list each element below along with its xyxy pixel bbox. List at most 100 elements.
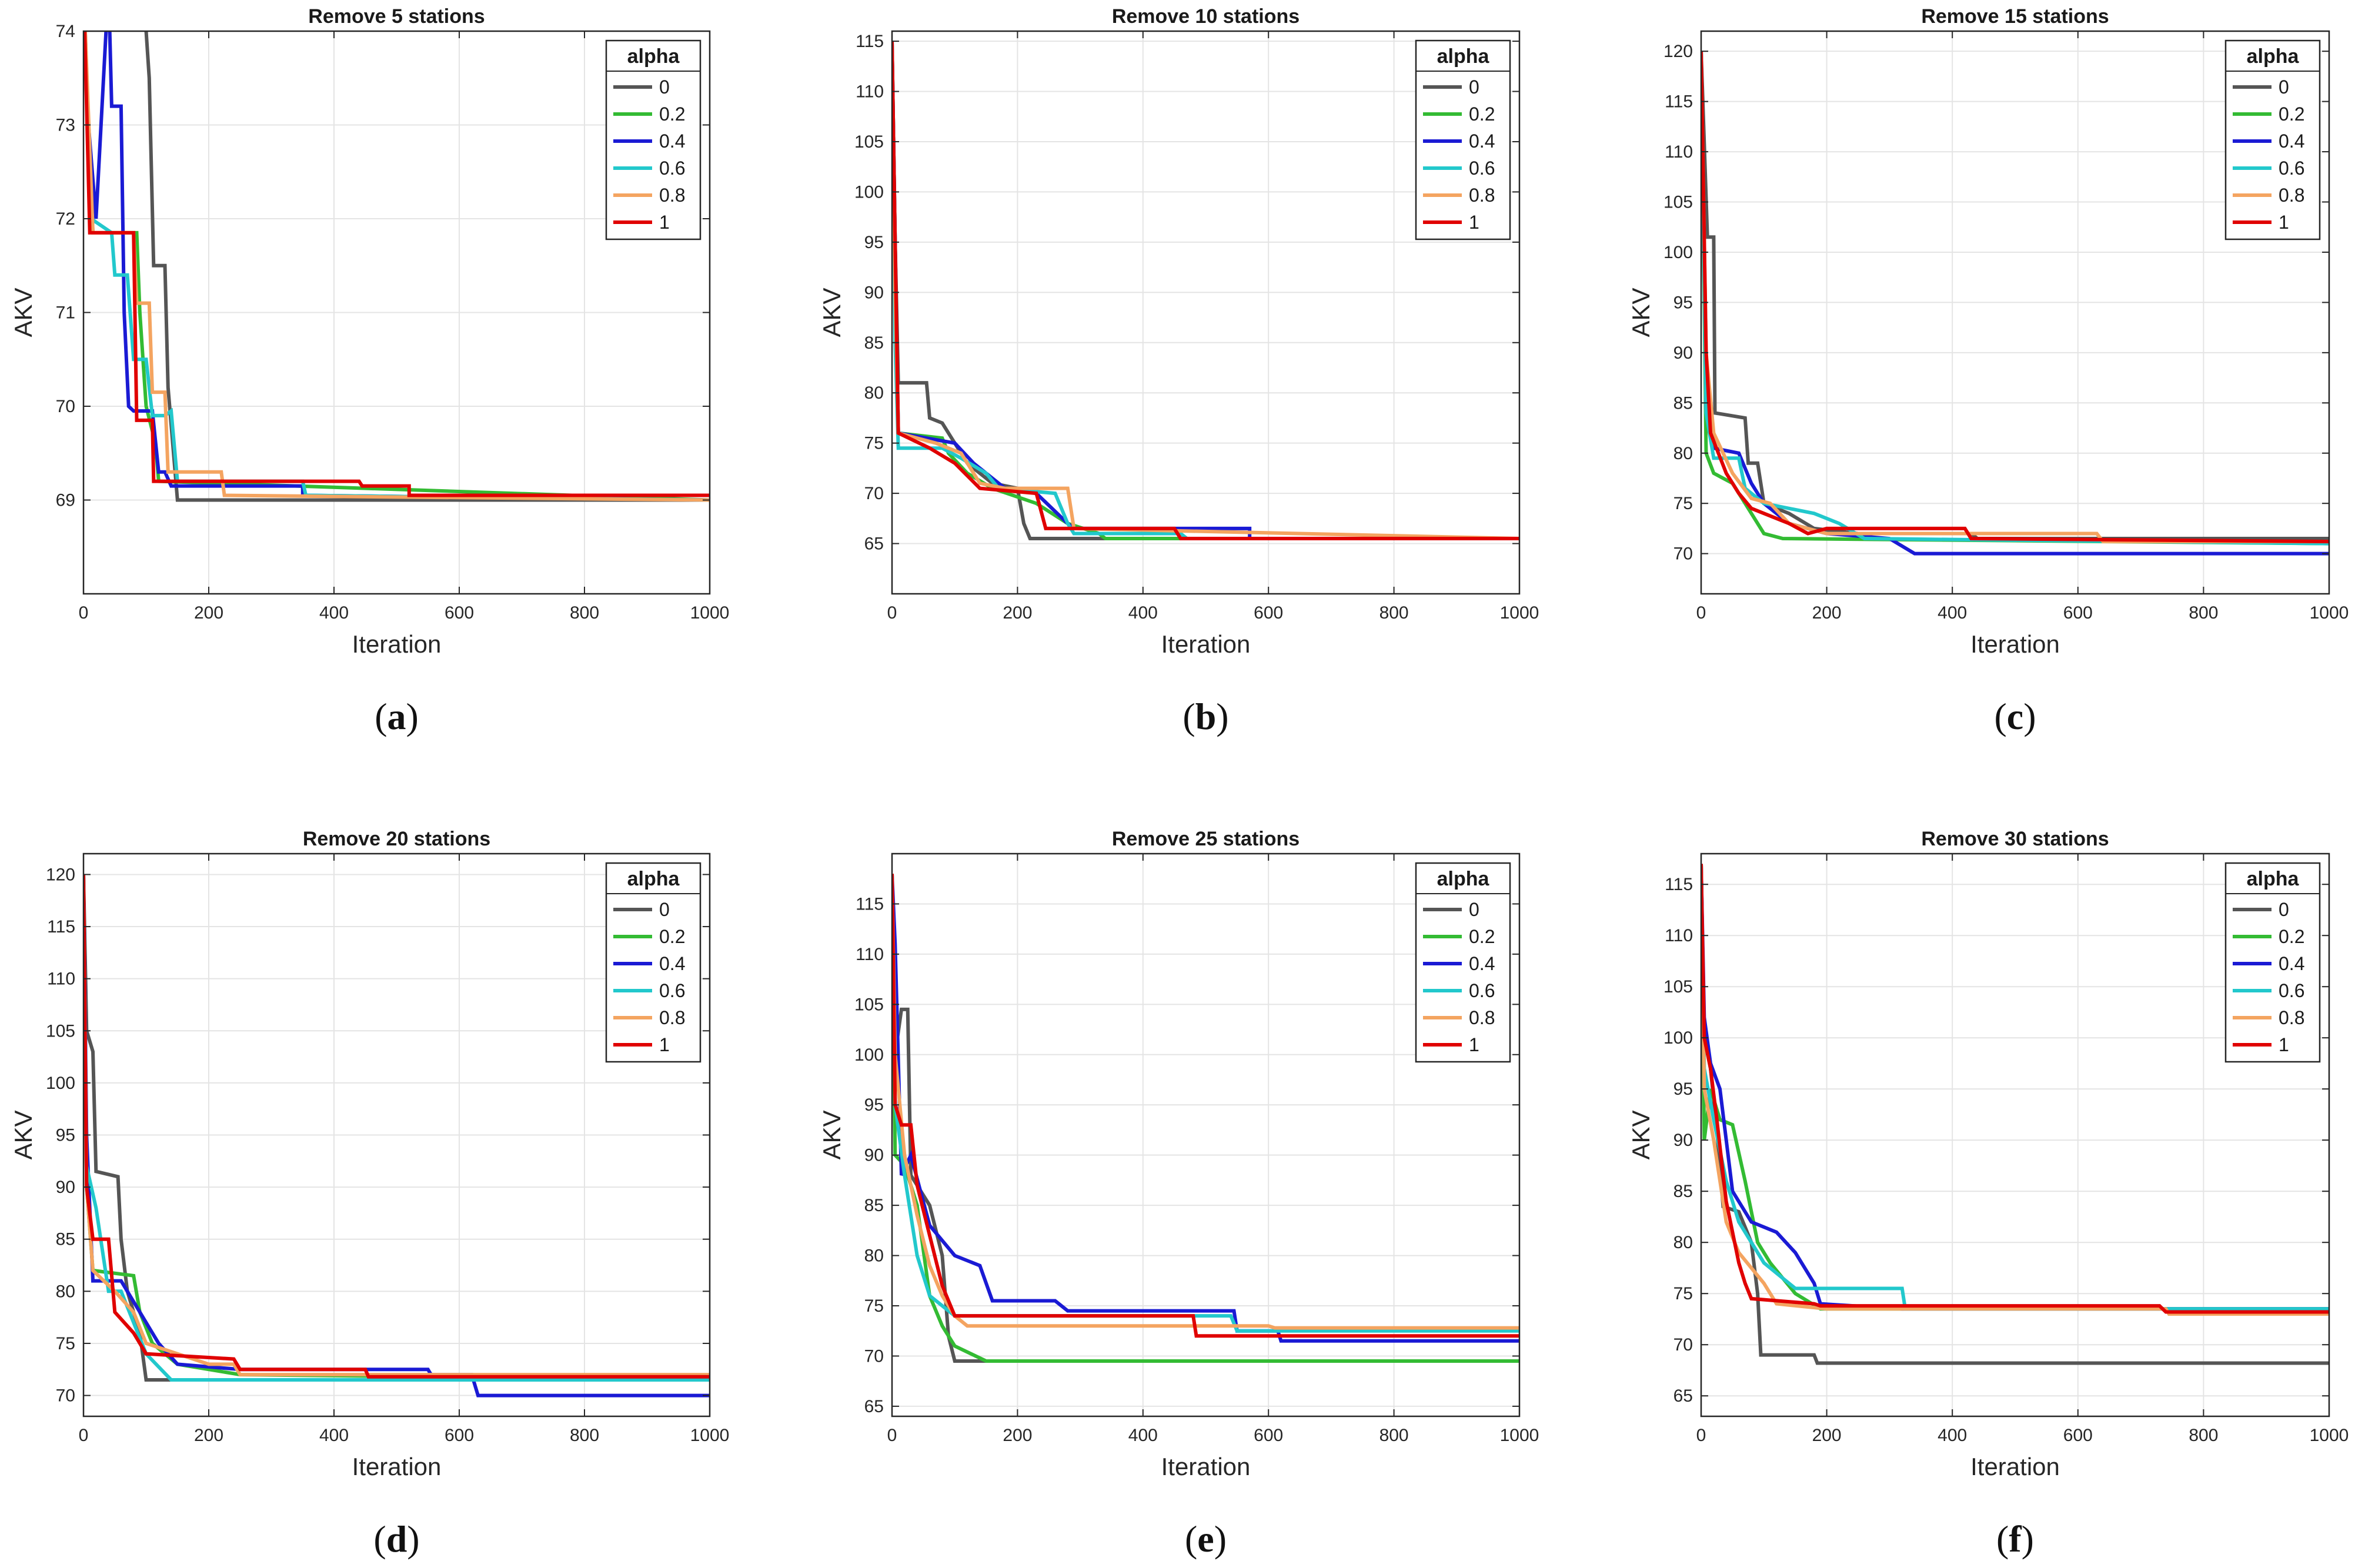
y-tick-label: 100 [1663, 1028, 1693, 1048]
legend-title: alpha [1437, 868, 1490, 890]
y-tick-label: 115 [856, 32, 884, 51]
caption-open-paren: ( [1996, 1518, 2009, 1560]
legend-label-alpha-0.4: 0.4 [659, 131, 685, 152]
y-tick-label: 95 [864, 233, 884, 252]
x-axis-label: Iteration [352, 630, 442, 658]
x-tick-label: 200 [1812, 1426, 1842, 1445]
caption-letter: e [1197, 1518, 1214, 1560]
subfigure-caption: (d) [373, 1518, 419, 1560]
y-tick-label: 100 [854, 1045, 884, 1065]
series-line-alpha-0.4 [83, 31, 710, 502]
x-tick-label: 0 [887, 603, 897, 623]
legend-label-alpha-0.2: 0.2 [1469, 103, 1495, 125]
chart-title: Remove 15 stations [1921, 5, 2109, 28]
y-tick-label: 85 [1673, 1182, 1693, 1201]
series-line-alpha-0.6 [892, 874, 1519, 1333]
legend: alpha 0 0.2 0.4 0.6 0.8 1 [605, 39, 702, 240]
y-tick-label: 80 [56, 1282, 75, 1301]
x-tick-label: 800 [1379, 1426, 1409, 1445]
subfigure-caption: (f) [1996, 1518, 2034, 1560]
legend-label-alpha-0.6: 0.6 [659, 980, 685, 1001]
caption-open-paren: ( [1185, 1518, 1197, 1560]
legend-label-alpha-1: 1 [2279, 1034, 2289, 1055]
x-tick-label: 800 [2189, 603, 2218, 623]
x-tick-label: 0 [79, 603, 89, 623]
caption-letter: f [2009, 1518, 2022, 1560]
legend-label-alpha-0.8: 0.8 [2279, 1007, 2304, 1028]
y-tick-label: 85 [1673, 393, 1693, 413]
legend-label-alpha-0.6: 0.6 [2279, 980, 2304, 1001]
legend-label-alpha-0: 0 [2279, 76, 2289, 98]
legend-label-alpha-1: 1 [659, 1034, 670, 1055]
y-axis-label: AKV [9, 1110, 37, 1159]
x-tick-label: 1000 [1500, 603, 1539, 623]
axes-frame [1700, 30, 2330, 595]
y-tick-label: 71 [56, 303, 75, 323]
y-tick-label: 95 [864, 1095, 884, 1115]
axes-frame [1700, 852, 2330, 1417]
x-tick-label: 600 [2063, 1426, 2093, 1445]
plot-area [892, 854, 1519, 1416]
legend-label-alpha-0.6: 0.6 [1469, 158, 1495, 179]
y-tick-label: 110 [1665, 142, 1693, 162]
series-line-alpha-1 [892, 874, 1519, 1338]
legend-label-alpha-0.4: 0.4 [1469, 953, 1495, 974]
chart-panel-d: 0 200 400 600 800 100070758085909510010511011… [9, 828, 729, 1560]
x-tick-label: 200 [1003, 603, 1032, 623]
legend-label-alpha-0: 0 [659, 76, 670, 98]
caption-open-paren: ( [1182, 696, 1195, 737]
y-tick-label: 115 [856, 894, 884, 914]
y-tick-label: 95 [1673, 293, 1693, 312]
x-tick-label: 200 [194, 1426, 223, 1445]
legend-label-alpha-1: 1 [1469, 212, 1479, 233]
series-line-alpha-0.6 [1701, 864, 2329, 1311]
legend-label-alpha-0: 0 [1469, 899, 1479, 920]
chart-panel-e: 0 200 400 600 800 1000 65 70 75 80 85 90 95 100 105 110… [818, 828, 1539, 1560]
y-tick-label: 105 [1663, 193, 1693, 212]
x-axis-label: Iteration [1970, 630, 2060, 658]
series-line-alpha-1 [83, 31, 710, 497]
plot-area [892, 31, 1519, 594]
legend-title: alpha [1437, 45, 1490, 68]
legend: alpha 0 0.2 0.4 0.6 0.8 1 [605, 862, 702, 1063]
series-line-alpha-1 [892, 41, 1519, 540]
y-tick-label: 70 [56, 397, 75, 416]
y-tick-label: 90 [56, 1178, 75, 1197]
legend-title: alpha [627, 45, 680, 68]
series-line-alpha-1 [83, 874, 710, 1379]
legend-label-alpha-1: 1 [1469, 1034, 1479, 1055]
x-axis-label: Iteration [1161, 1453, 1251, 1480]
x-axis-label: Iteration [352, 1453, 442, 1480]
y-tick-label: 69 [56, 491, 75, 510]
x-tick-label: 0 [79, 1426, 89, 1445]
legend-label-alpha-0.6: 0.6 [2279, 158, 2304, 179]
series-line-alpha-1 [1701, 864, 2329, 1314]
x-tick-label: 1000 [1500, 1426, 1539, 1445]
x-axis-label: Iteration [1970, 1453, 2060, 1480]
legend-label-alpha-0.4: 0.4 [2279, 953, 2304, 974]
y-tick-label: 75 [1673, 494, 1693, 513]
x-tick-label: 400 [1938, 1426, 1967, 1445]
subfigure-caption: (a) [375, 696, 419, 737]
legend: alpha 0 0.2 0.4 0.6 0.8 1 [2224, 39, 2321, 240]
y-axis-label: AKV [1627, 287, 1655, 337]
caption-close-paren: ) [1216, 696, 1228, 737]
x-axis-label: Iteration [1161, 630, 1251, 658]
x-tick-label: 600 [1254, 603, 1283, 623]
y-tick-label: 105 [854, 132, 884, 152]
legend: alpha 0 0.2 0.4 0.6 0.8 1 [1415, 862, 1511, 1063]
caption-close-paren: ) [407, 1518, 419, 1560]
subfigure-caption: (e) [1185, 1518, 1227, 1560]
y-tick-label: 120 [46, 865, 75, 884]
legend-label-alpha-0.2: 0.2 [659, 103, 685, 125]
subfigure-caption: (b) [1182, 696, 1228, 737]
legend-label-alpha-0.2: 0.2 [2279, 103, 2304, 125]
y-tick-label: 73 [56, 116, 75, 135]
y-tick-label: 70 [864, 484, 884, 503]
x-tick-label: 200 [194, 603, 223, 623]
y-tick-label: 80 [1673, 444, 1693, 463]
series-group [1701, 51, 2329, 556]
series-group [83, 31, 710, 502]
legend-label-alpha-0.8: 0.8 [1469, 185, 1495, 206]
